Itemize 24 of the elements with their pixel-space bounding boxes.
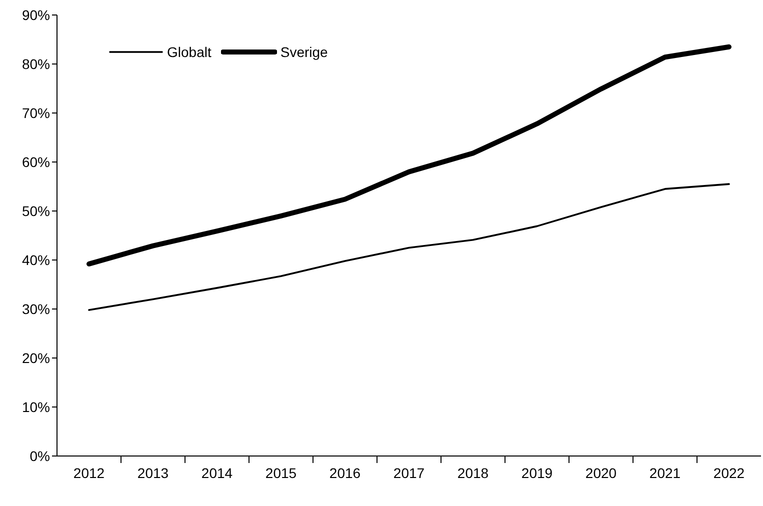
y-tick-label: 40% [22, 252, 50, 268]
y-tick-label: 80% [22, 56, 50, 72]
line-series [88, 183, 730, 311]
legend-label: Sverige [280, 44, 328, 60]
x-tick-label: 2021 [649, 465, 681, 481]
x-tick-label: 2016 [329, 465, 361, 481]
y-tick-label: 10% [22, 398, 50, 415]
y-tick-label: 20% [22, 350, 50, 366]
x-tick-label: 2015 [265, 465, 297, 481]
x-tick-label: 2012 [73, 465, 105, 481]
y-tick-label: 70% [22, 104, 50, 121]
x-tick-label: 2017 [393, 465, 425, 481]
y-tick-label: 0% [30, 448, 50, 464]
x-tick-label: 2014 [201, 465, 233, 481]
y-tick-label: 50% [22, 202, 50, 219]
y-tick-label: 30% [22, 300, 50, 317]
x-tick-label: 2019 [521, 465, 553, 481]
x-tick-label: 2018 [457, 465, 489, 481]
x-tick-label: 2013 [137, 465, 169, 481]
y-tick-label: 90% [22, 6, 50, 23]
x-tick-label: 2022 [713, 465, 745, 481]
legend-label: Globalt [167, 44, 212, 60]
x-tick-label: 2020 [585, 465, 617, 481]
y-tick-label: 60% [22, 154, 50, 170]
